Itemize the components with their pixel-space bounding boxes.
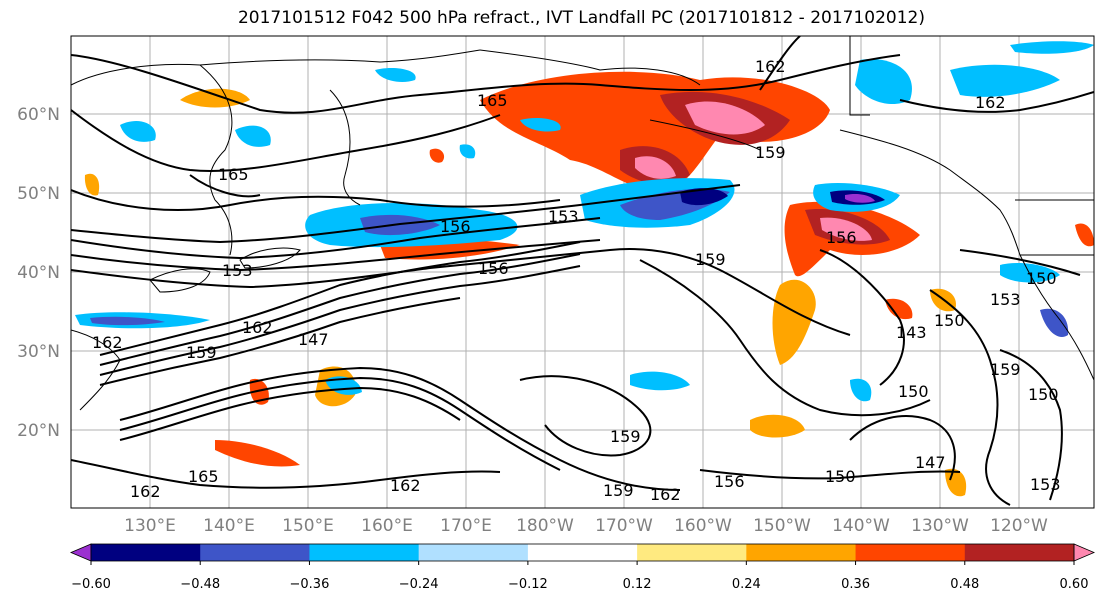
contour-label: 162 (390, 476, 421, 495)
colorbar-tick-label: 0.48 (950, 577, 979, 592)
map-plot-area (71, 36, 1094, 508)
contour-label: 147 (298, 330, 329, 349)
contour-label: 150 (825, 467, 856, 486)
colorbar-cell (637, 544, 747, 561)
contour-label: 143 (896, 323, 927, 342)
contour-label: 162 (755, 57, 786, 76)
colorbar: −0.60 −0.48 −0.36 −0.24 −0.12 0.12 0.24 … (69, 543, 1096, 592)
contour-label: 165 (218, 165, 249, 184)
latitude-labels: 60°N 50°N 40°N 30°N 20°N (17, 105, 60, 441)
colorbar-tick-label: −0.60 (71, 577, 111, 592)
lat-label: 40°N (17, 263, 60, 283)
contour-label: 150 (1026, 269, 1057, 288)
contour-label: 162 (92, 333, 123, 352)
contour-label-group: 165 162 162 165 159 156 153 156 153 156 … (92, 57, 1061, 504)
lon-label: 130°W (911, 516, 969, 536)
map-title: 2017101512 F042 500 hPa refract., IVT La… (237, 8, 925, 28)
colorbar-extend-max (1073, 543, 1096, 562)
contour-label: 162 (242, 318, 273, 337)
colorbar-cell (964, 544, 1075, 561)
height-contours (71, 36, 1094, 506)
contour-label: 159 (990, 360, 1021, 379)
colorbar-cell (418, 544, 529, 561)
colorbar-tick-label: −0.36 (290, 577, 330, 592)
lat-label: 50°N (17, 184, 60, 204)
lon-label: 120°W (990, 516, 1048, 536)
contour-label: 162 (130, 482, 161, 501)
colorbar-tick-label: 0.12 (623, 577, 652, 592)
lat-label: 20°N (17, 421, 60, 441)
contour-label: 156 (440, 217, 471, 236)
colorbar-tick-label: −0.24 (399, 577, 439, 592)
contour-label: 156 (714, 472, 745, 491)
contour-label: 153 (548, 207, 579, 226)
contour-label: 156 (826, 228, 857, 247)
colorbar-cell (200, 544, 310, 561)
colorbar-extend-min (69, 543, 92, 562)
colorbar-frame (90, 543, 1075, 562)
contour-label: 150 (934, 311, 965, 330)
contour-label: 159 (755, 143, 786, 162)
contour-label: 159 (186, 343, 217, 362)
colorbar-tick-label: −0.48 (180, 577, 220, 592)
lon-label: 170°E (440, 516, 492, 536)
contour-label: 153 (1030, 475, 1061, 494)
lon-label: 150°W (753, 516, 811, 536)
lon-label: 150°E (282, 516, 334, 536)
lon-label: 160°E (361, 516, 413, 536)
colorbar-cell (309, 544, 420, 561)
colorbar-tick-label: 0.60 (1060, 577, 1089, 592)
contour-label: 159 (603, 481, 634, 500)
colorbar-cells (69, 543, 1096, 565)
colorbar-tick-labels: −0.60 −0.48 −0.36 −0.24 −0.12 0.12 0.24 … (71, 577, 1088, 592)
contour-label: 156 (478, 259, 509, 278)
map-frame (70, 35, 1095, 509)
lon-label: 180°W (516, 516, 574, 536)
colorbar-cell (91, 544, 201, 561)
contour-label: 147 (915, 453, 946, 472)
lon-label: 140°W (832, 516, 890, 536)
contour-label: 153 (222, 261, 253, 280)
colorbar-tick-label: 0.24 (732, 577, 761, 592)
contour-label: 150 (898, 382, 929, 401)
lon-label: 140°E (203, 516, 255, 536)
colorbar-tick-label: 0.36 (841, 577, 870, 592)
contour-label: 162 (975, 93, 1006, 112)
contour-label: 165 (188, 467, 219, 486)
contour-label: 150 (1028, 385, 1059, 404)
contour-label: 153 (990, 290, 1021, 309)
contour-label: 159 (610, 427, 641, 446)
colorbar-cell (527, 544, 638, 561)
contour-label: 159 (695, 250, 726, 269)
longitude-labels: 130°E 140°E 150°E 160°E 170°E 180°W 170°… (124, 516, 1048, 536)
colorbar-tick-label: −0.12 (508, 577, 548, 592)
colorbar-cell (855, 544, 966, 561)
contour-label: 165 (477, 91, 508, 110)
colorbar-cell (746, 544, 857, 561)
lon-label: 170°W (595, 516, 653, 536)
lat-label: 60°N (17, 105, 60, 125)
contour-label: 162 (650, 485, 681, 504)
lat-label: 30°N (17, 342, 60, 362)
lon-label: 130°E (124, 516, 176, 536)
lon-label: 160°W (674, 516, 732, 536)
